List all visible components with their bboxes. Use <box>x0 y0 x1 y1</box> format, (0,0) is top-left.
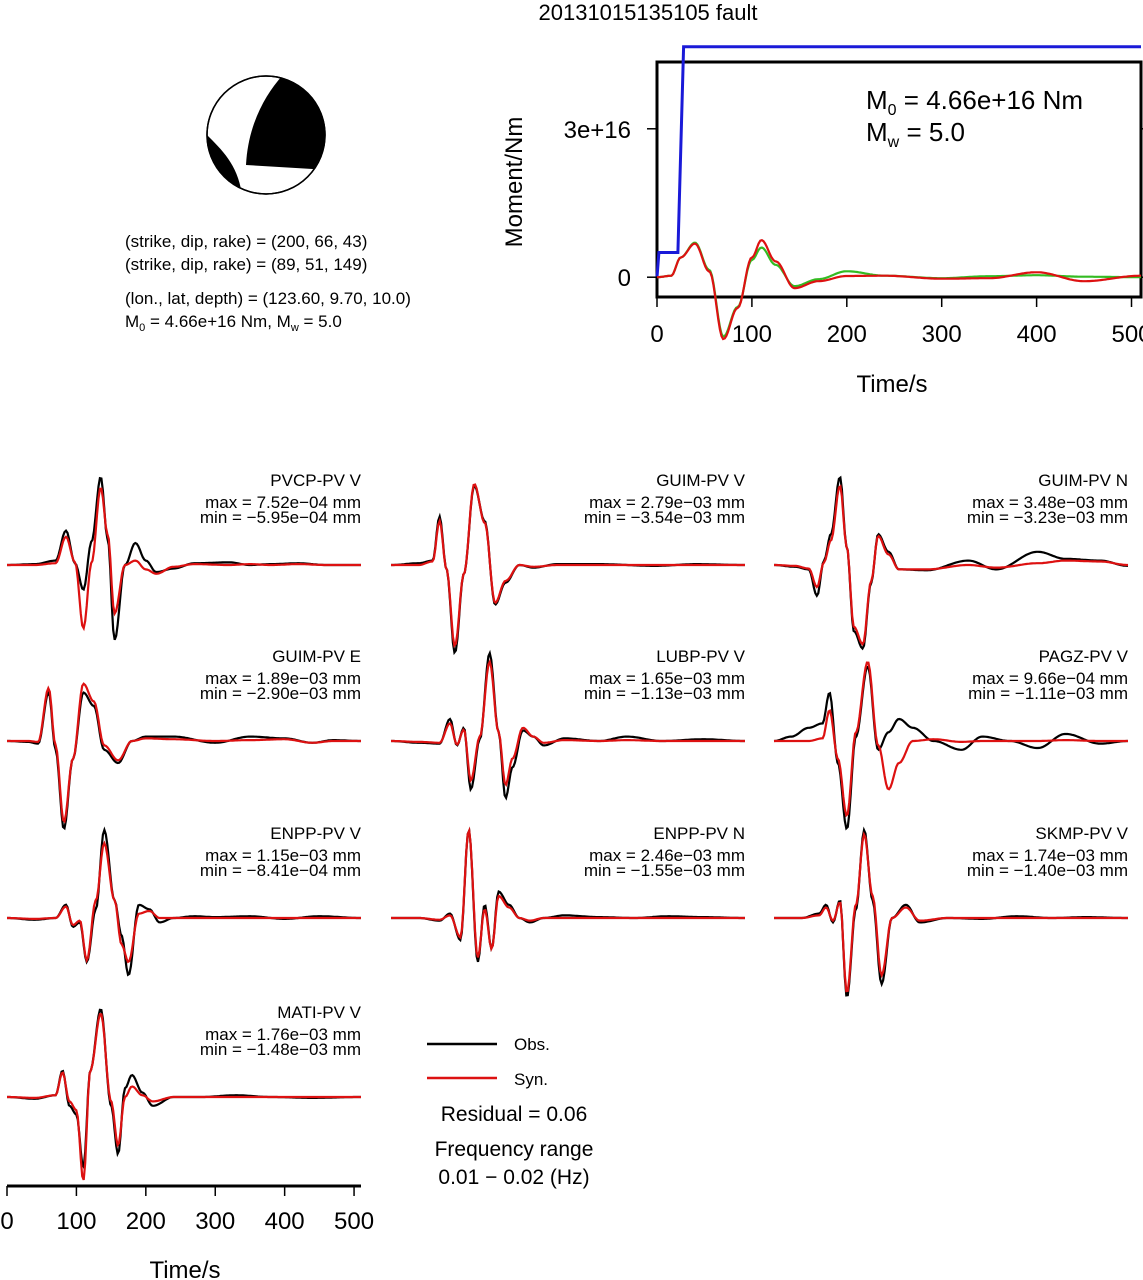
figure-title: 20131015135105 fault <box>539 0 758 25</box>
min-amplitude-label: min = −3.23e−03 mm <box>967 508 1128 527</box>
time-axis-tick-label: 0 <box>0 1208 13 1235</box>
min-amplitude-label: min = −3.54e−03 mm <box>584 508 745 527</box>
synthetic-trace <box>774 831 1128 993</box>
observed-trace <box>773 665 1128 831</box>
frequency-range-label: Frequency range <box>435 1138 594 1161</box>
legend-syn-label: Syn. <box>514 1070 548 1089</box>
moment-y-axis-label: Moment/Nm <box>501 117 528 248</box>
min-amplitude-label: min = −1.11e−03 mm <box>968 684 1128 703</box>
synthetic-trace <box>774 661 1128 818</box>
time-axis-tick-label: 200 <box>126 1208 166 1235</box>
moment-x-tick-label: 500 <box>1111 321 1143 348</box>
min-amplitude-label: min = −2.90e−03 mm <box>200 684 361 703</box>
time-axis-tick-label: 400 <box>265 1208 305 1235</box>
station-label: ENPP-PV V <box>270 824 361 843</box>
moment-function-line <box>655 45 1141 278</box>
max-amplitude-label: max = 9.66e−04 mm <box>972 669 1128 688</box>
time-axis-tick-label: 100 <box>56 1208 96 1235</box>
min-amplitude-label: min = −1.40e−03 mm <box>967 861 1128 880</box>
moment-x-tick-label: 200 <box>827 321 867 348</box>
synthetic-trace <box>7 682 361 824</box>
moment-y-tick-label: 0 <box>618 265 631 292</box>
synthetic-trace <box>391 658 745 787</box>
moment-x-tick-label: 300 <box>922 321 962 348</box>
nodal-plane-2: (strike, dip, rake) = (89, 51, 149) <box>125 255 367 274</box>
moment-panel: M0 = 4.66e+16 Nm Mw = 5.0 Moment/Nm Time… <box>501 45 1143 398</box>
min-amplitude-label: min = −5.95e−04 mm <box>200 508 361 527</box>
green-trace-line <box>657 241 1141 338</box>
max-amplitude-label: max = 1.65e−03 mm <box>589 669 745 688</box>
observed-trace <box>391 826 745 963</box>
station-label: SKMP-PV V <box>1035 824 1128 843</box>
time-axis-tick-label: 500 <box>334 1208 374 1235</box>
synthetic-trace <box>7 487 361 632</box>
observed-trace <box>7 689 361 831</box>
min-amplitude-label: min = −8.41e−04 mm <box>200 861 361 880</box>
station-label: MATI-PV V <box>277 1003 361 1022</box>
moment-x-axis-label: Time/s <box>856 371 927 398</box>
moment-y-tick-label: 3e+16 <box>564 117 631 144</box>
moment-x-tick-label: 0 <box>650 321 663 348</box>
max-amplitude-label: max = 3.48e−03 mm <box>972 493 1128 512</box>
max-amplitude-label: max = 1.15e−03 mm <box>205 846 361 865</box>
beachball-diagram <box>206 75 326 195</box>
max-amplitude-label: max = 2.46e−03 mm <box>589 846 745 865</box>
frequency-range-value: 0.01 − 0.02 (Hz) <box>438 1166 589 1189</box>
min-amplitude-label: min = −1.13e−03 mm <box>584 684 745 703</box>
synthetic-trace <box>7 1012 361 1181</box>
synthetic-trace <box>391 483 745 648</box>
station-label: LUBP-PV V <box>656 647 745 666</box>
moment-mw-label: Mw = 5.0 <box>866 117 965 151</box>
synthetic-trace <box>774 484 1128 646</box>
min-amplitude-label: min = −1.55e−03 mm <box>584 861 745 880</box>
legend-obs-label: Obs. <box>514 1035 550 1054</box>
moment-x-tick-label: 100 <box>732 321 772 348</box>
station-label: ENPP-PV N <box>653 824 745 843</box>
max-amplitude-label: max = 7.52e−04 mm <box>205 493 361 512</box>
station-label: GUIM-PV N <box>1038 471 1128 490</box>
station-label: GUIM-PV V <box>656 471 745 490</box>
hypocenter-location: (lon., lat, depth) = (123.60, 9.70, 10.0… <box>125 289 411 308</box>
max-amplitude-label: max = 1.76e−03 mm <box>205 1025 361 1044</box>
residual-label: Residual = 0.06 <box>441 1103 588 1126</box>
time-axis-tick-label: 300 <box>195 1208 235 1235</box>
red-trace-line <box>657 238 1141 341</box>
time-axis-label: Time/s <box>149 1257 220 1280</box>
station-label: GUIM-PV E <box>272 647 361 666</box>
max-amplitude-label: max = 1.89e−03 mm <box>205 669 361 688</box>
mechanism-info: (strike, dip, rake) = (200, 66, 43) (str… <box>125 232 411 334</box>
max-amplitude-label: max = 1.74e−03 mm <box>972 846 1128 865</box>
moment-panel-frame <box>655 60 1143 299</box>
magnitude-summary: M0 = 4.66e+16 Nm, Mw = 5.0 <box>125 312 342 334</box>
moment-m0-label: M0 = 4.66e+16 Nm <box>866 85 1083 119</box>
moment-axis-ticks: 0 100 200 300 400 500 0 3e+16 <box>564 117 1143 348</box>
legend: Obs. Syn. Residual = 0.06 Frequency rang… <box>427 1035 593 1189</box>
synthetic-trace <box>7 840 361 964</box>
min-amplitude-label: min = −1.48e−03 mm <box>200 1040 361 1059</box>
station-label: PVCP-PV V <box>270 471 361 490</box>
moment-x-tick-label: 400 <box>1017 321 1057 348</box>
max-amplitude-label: max = 2.79e−03 mm <box>589 493 745 512</box>
synthetic-trace <box>391 826 745 958</box>
moment-plot-area <box>655 45 1141 341</box>
waveform-time-axis: Time/s 0 100 200 300 400 500 <box>0 1184 374 1280</box>
nodal-plane-1: (strike, dip, rake) = (200, 66, 43) <box>125 232 367 251</box>
station-label: PAGZ-PV V <box>1039 647 1129 666</box>
